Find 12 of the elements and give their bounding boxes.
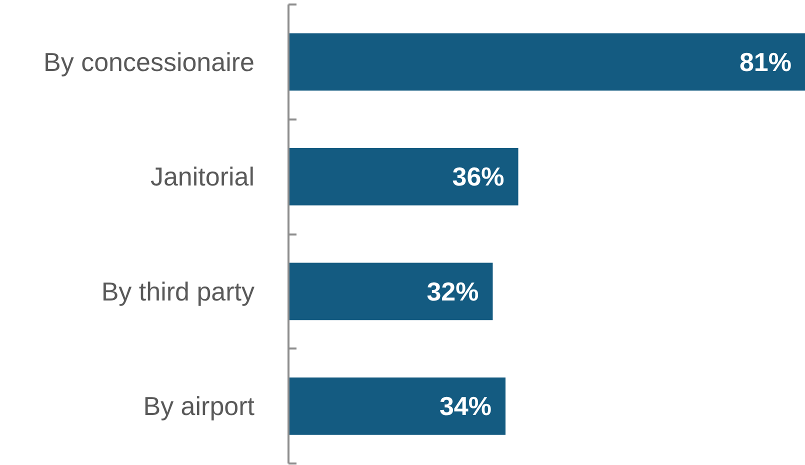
data-label: 81% — [739, 46, 792, 77]
y-tick-label: By airport — [143, 391, 256, 422]
bar — [288, 33, 805, 91]
data-label: 36% — [452, 162, 504, 192]
data-label: 34% — [439, 391, 492, 422]
y-tick-label: Janitorial — [150, 162, 255, 192]
data-label: 32% — [426, 276, 479, 306]
bar — [288, 262, 493, 320]
bar — [288, 148, 518, 206]
y-tick-label: By concessionaire — [44, 46, 255, 77]
y-tick-label: By third party — [101, 276, 255, 306]
bar — [288, 377, 506, 435]
